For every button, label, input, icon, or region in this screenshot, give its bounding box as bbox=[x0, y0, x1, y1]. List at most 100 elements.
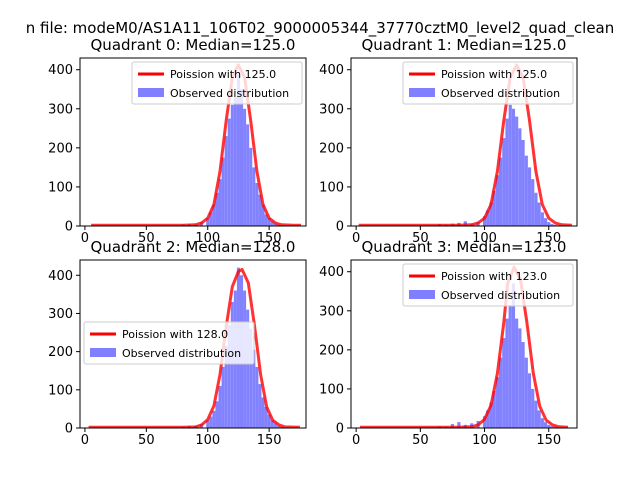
legend-bar-swatch bbox=[409, 290, 435, 299]
y-tick-label: 400 bbox=[319, 265, 344, 280]
subplots-grid: 0 50 100 150 0 100 200 300 400 Quadrant 0: Median… bbox=[48, 36, 578, 448]
y-tick-label: 300 bbox=[319, 304, 344, 319]
subplot-0: 0 50 100 150 0 100 200 300 400 Quadrant 0: Median… bbox=[48, 36, 307, 246]
x-tick-label: 50 bbox=[138, 231, 155, 246]
histogram-bar bbox=[524, 357, 528, 428]
histogram-bar bbox=[553, 426, 557, 428]
histogram-bar bbox=[515, 116, 519, 226]
legend-box bbox=[83, 321, 255, 365]
y-tick-label: 100 bbox=[48, 180, 73, 195]
histogram-bar bbox=[258, 384, 262, 428]
histogram-bar bbox=[252, 349, 256, 428]
histogram-bar bbox=[553, 224, 557, 226]
histogram-bar bbox=[212, 410, 216, 428]
x-tick-label: 100 bbox=[472, 231, 497, 246]
histogram-bar bbox=[543, 422, 548, 428]
observed-histogram bbox=[437, 104, 557, 226]
histogram-bar bbox=[230, 104, 234, 226]
x-tick-label: 100 bbox=[195, 433, 220, 448]
histogram-bar bbox=[212, 204, 216, 226]
histogram-bar bbox=[540, 212, 544, 226]
histogram-bar bbox=[515, 318, 519, 428]
histogram-bar bbox=[498, 357, 503, 428]
legend-bar-swatch bbox=[138, 88, 164, 97]
observed-histogram bbox=[437, 283, 557, 428]
histogram-bar bbox=[502, 338, 506, 428]
histogram-bar bbox=[518, 328, 522, 428]
x-tick-label: 150 bbox=[257, 433, 282, 448]
axes-frame bbox=[350, 259, 578, 429]
histogram-bar bbox=[492, 390, 496, 428]
histogram-bar bbox=[255, 183, 259, 226]
legend-label-observed: Observed distribution bbox=[441, 289, 560, 302]
histogram-bar bbox=[261, 397, 265, 428]
histogram-bar bbox=[486, 410, 490, 428]
x-tick-label: 0 bbox=[352, 231, 360, 246]
y-tick-label: 300 bbox=[48, 307, 73, 322]
x-tick-label: 0 bbox=[81, 231, 89, 246]
histogram-bar bbox=[531, 388, 535, 428]
y-tick-label: 0 bbox=[336, 422, 344, 437]
legend-box bbox=[131, 61, 303, 105]
histogram-bar bbox=[249, 147, 253, 226]
legend-label-observed: Observed distribution bbox=[122, 347, 241, 360]
histogram-bar bbox=[537, 202, 541, 226]
histogram-bar bbox=[527, 167, 532, 226]
subplot-title: Quadrant 0: Median=125.0 bbox=[91, 36, 296, 54]
histogram-bar bbox=[534, 192, 538, 226]
x-tick-label: 150 bbox=[536, 231, 561, 246]
histogram-bar bbox=[521, 342, 525, 428]
histogram-bar bbox=[236, 73, 240, 226]
y-tick-label: 200 bbox=[319, 141, 344, 156]
x-tick-label: 100 bbox=[472, 433, 497, 448]
histogram-bar bbox=[511, 283, 516, 428]
histogram-bar bbox=[252, 167, 256, 226]
histogram-bar bbox=[209, 416, 213, 428]
histogram-bar bbox=[534, 400, 538, 428]
legend-label-poisson: Poission with 125.0 bbox=[441, 68, 547, 81]
y-tick-label: 100 bbox=[319, 180, 344, 195]
legend: Poission with 125.0 Observed distribution bbox=[131, 61, 303, 105]
x-tick-label: 50 bbox=[412, 231, 429, 246]
histogram-bar bbox=[264, 407, 268, 428]
y-tick-label: 200 bbox=[48, 141, 73, 156]
histogram-bar bbox=[270, 221, 274, 226]
histogram-bar bbox=[246, 124, 250, 226]
subplot-1: 0 50 100 150 0 100 200 300 400 Quadrant 1: Median… bbox=[319, 36, 578, 246]
y-tick-label: 300 bbox=[319, 102, 344, 117]
y-tick-label: 0 bbox=[336, 220, 344, 235]
histogram-bar bbox=[221, 157, 225, 226]
y-tick-label: 100 bbox=[48, 383, 73, 398]
histogram-bar bbox=[258, 194, 262, 226]
histogram-bar bbox=[267, 218, 271, 226]
legend: Poission with 123.0 Observed distribution bbox=[402, 263, 574, 307]
histogram-bar bbox=[218, 179, 222, 226]
histogram-bar bbox=[221, 366, 225, 428]
legend-bar-swatch bbox=[90, 348, 116, 357]
histogram-bar bbox=[239, 89, 244, 226]
y-tick-label: 0 bbox=[65, 422, 73, 437]
legend-label-observed: Observed distribution bbox=[441, 87, 560, 100]
poisson-line bbox=[88, 268, 300, 428]
x-tick-label: 0 bbox=[81, 433, 89, 448]
histogram-bar bbox=[457, 422, 461, 428]
histogram-bar bbox=[498, 157, 503, 226]
histogram-bar bbox=[495, 175, 499, 226]
histogram-bar bbox=[206, 420, 210, 428]
y-tick-label: 200 bbox=[319, 343, 344, 358]
histogram-bar bbox=[246, 309, 250, 428]
histogram-bar bbox=[267, 414, 271, 428]
histogram-bar bbox=[215, 401, 219, 428]
legend-box bbox=[402, 61, 574, 105]
histogram-bar bbox=[230, 302, 234, 428]
legend: Poission with 125.0 Observed distribution bbox=[402, 61, 574, 105]
histogram-bar bbox=[543, 218, 548, 226]
histogram-bar bbox=[273, 223, 277, 226]
histogram-bar bbox=[227, 118, 231, 226]
legend-box bbox=[402, 263, 574, 307]
histogram-bar bbox=[527, 373, 532, 428]
histogram-bar bbox=[276, 425, 280, 428]
subplot-2: 0 50 100 150 0 100 200 300 400 Quadrant 2: Median… bbox=[48, 238, 307, 448]
histogram-bar bbox=[261, 204, 265, 226]
